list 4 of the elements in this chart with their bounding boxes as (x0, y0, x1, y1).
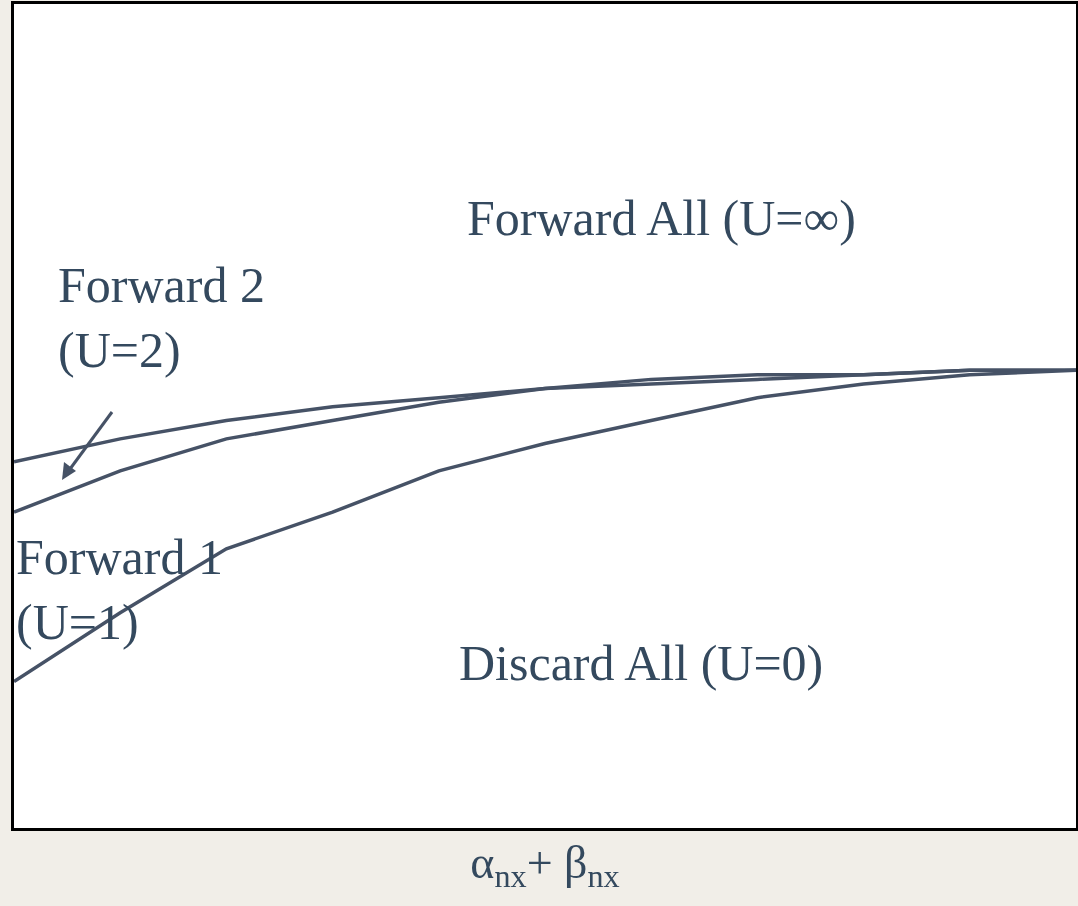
text: Forward All (U=∞) (467, 190, 856, 246)
annotation: Discard All (U=0) (459, 635, 824, 691)
x-axis-title: α$_{nx}$+ β$_{nx}$ (470, 836, 620, 895)
annotation: Forward 2 (U=2) (58, 257, 265, 378)
